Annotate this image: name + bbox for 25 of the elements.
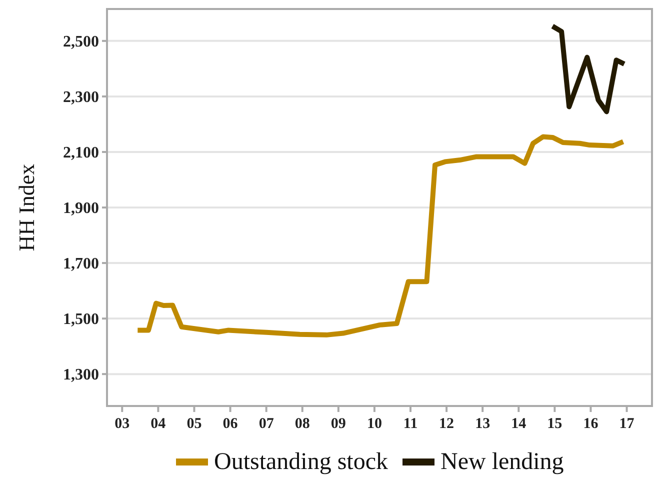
x-tick-label: 04 (150, 416, 166, 432)
x-tick-label: 03 (114, 416, 130, 432)
x-tick-label: 05 (186, 416, 202, 432)
x-tick-label: 10 (366, 416, 382, 432)
x-tick-label: 14 (511, 416, 527, 432)
x-tick-label: 13 (475, 416, 490, 432)
y-tick-label: 1,500 (63, 311, 99, 328)
y-tick-label: 1,900 (63, 200, 99, 218)
y-tick-label: 1,300 (63, 366, 99, 384)
x-tick-label: 09 (330, 416, 346, 432)
legend-label: New lending (440, 449, 564, 475)
legend-label: Outstanding stock (214, 449, 388, 475)
x-tick-label: 06 (222, 416, 238, 432)
y-tick-label: 1,700 (63, 256, 99, 273)
x-tick-label: 15 (547, 416, 562, 432)
y-tick-label: 2,300 (63, 89, 99, 106)
x-tick-label: 08 (294, 416, 310, 432)
x-tick-label: 07 (258, 416, 274, 432)
x-tick-label: 17 (619, 416, 635, 432)
y-tick-label: 2,100 (63, 144, 99, 162)
x-tick-label: 16 (583, 416, 599, 432)
y-axis-title: HH Index (14, 164, 39, 252)
x-tick-label: 12 (439, 416, 454, 432)
x-tick-label: 11 (403, 416, 418, 432)
y-tick-label: 2,500 (63, 34, 99, 51)
